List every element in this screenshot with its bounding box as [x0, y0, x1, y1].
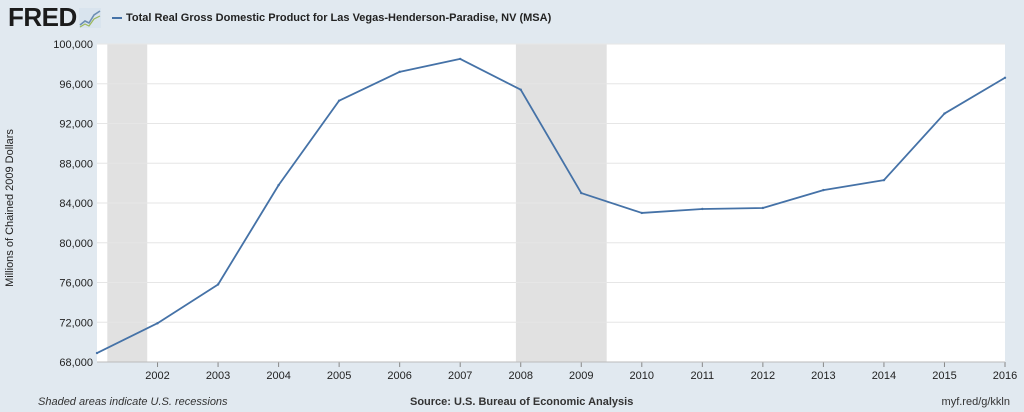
legend[interactable]: Total Real Gross Domestic Product for La… [112, 11, 551, 25]
data-point[interactable] [398, 70, 401, 74]
y-axis-label: Millions of Chained 2009 Dollars [4, 129, 16, 287]
legend-series-label: Total Real Gross Domestic Product for La… [126, 12, 552, 24]
data-point[interactable] [701, 207, 704, 211]
x-tick-label: 2012 [751, 370, 775, 382]
legend-swatch [112, 17, 122, 19]
data-point[interactable] [156, 322, 159, 325]
x-tick-label: 2003 [206, 370, 230, 382]
data-point[interactable] [95, 351, 99, 355]
data-point[interactable] [216, 283, 220, 286]
data-point[interactable] [1003, 76, 1007, 79]
x-tick-label: 2002 [145, 370, 169, 382]
x-tick-label: 2007 [448, 370, 472, 382]
recession-note: Shaded areas indicate U.S. recessions [38, 396, 228, 408]
y-axis-ticks: 68,000 72,000 76,000 80,000 84,000 88,000 92,0… [53, 39, 93, 369]
y-tick-label: 84,000 [59, 198, 93, 210]
x-tick-label: 2005 [327, 370, 351, 382]
x-tick-label: 2014 [872, 370, 896, 382]
y-tick-label: 68,000 [59, 357, 93, 369]
source-credit: Source: U.S. Bureau of Economic Analysis [410, 396, 634, 408]
y-tick-label: 92,000 [59, 119, 93, 131]
series-group [95, 57, 1007, 355]
y-tick-label: 80,000 [59, 238, 93, 250]
x-axis-ticks: 2002 2003 2004 2005 2006 2007 2008 2009 2010 2011… [97, 361, 1017, 382]
data-point[interactable] [761, 206, 765, 210]
data-point[interactable] [459, 57, 462, 61]
header: FRED Total Real Gross Domestic Product f… [0, 0, 1024, 34]
data-point[interactable] [337, 99, 341, 102]
x-tick-label: 2004 [266, 370, 290, 382]
x-tick-label: 2011 [691, 370, 715, 382]
data-point[interactable] [882, 178, 886, 182]
y-tick-label: 88,000 [59, 158, 93, 170]
x-tick-label: 2010 [630, 370, 654, 382]
data-point[interactable] [519, 88, 522, 91]
x-tick-label: 2015 [932, 370, 956, 382]
trend-line-icon [79, 8, 101, 28]
fred-logo[interactable]: FRED [8, 2, 77, 32]
data-point[interactable] [943, 112, 946, 115]
data-point[interactable] [822, 188, 825, 192]
x-tick-label: 2016 [993, 370, 1017, 382]
x-tick-label: 2013 [811, 370, 835, 382]
series-line[interactable] [96, 58, 1006, 354]
short-url-link[interactable]: myf.red/g/kkln [941, 396, 1010, 408]
y-tick-label: 100,000 [53, 39, 93, 51]
y-tick-label: 72,000 [59, 317, 93, 329]
data-point[interactable] [580, 191, 583, 195]
x-tick-label: 2009 [569, 370, 593, 382]
y-tick-label: 76,000 [59, 278, 93, 290]
x-tick-label: 2008 [508, 370, 532, 382]
y-tick-label: 96,000 [59, 79, 93, 91]
data-point[interactable] [277, 183, 280, 187]
x-tick-label: 2006 [387, 370, 411, 382]
data-point[interactable] [640, 211, 643, 215]
